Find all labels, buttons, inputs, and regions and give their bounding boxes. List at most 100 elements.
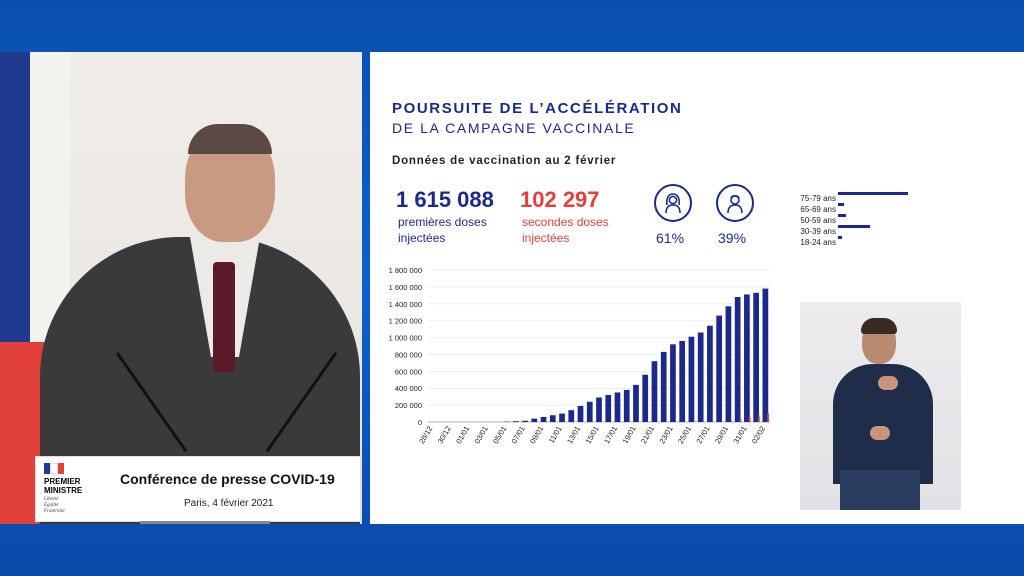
age-group-labels: 75-79 ans 65-69 ans 50-59 ans 30-39 ans … (788, 193, 836, 248)
bar-first-doses (651, 361, 658, 422)
y-tick-label: 1 400 000 (389, 300, 422, 309)
bar-first-doses (707, 325, 713, 422)
bar-second-doses (730, 420, 733, 422)
men-percentage: 39% (718, 230, 747, 246)
premier-ministre-logo: PREMIER MINISTRE Liberté Égalité Fratern… (44, 463, 100, 515)
speaker-video-panel: PREMIER MINISTRE Liberté Égalité Fratern… (0, 52, 362, 524)
bar-first-doses (734, 297, 741, 422)
first-doses-count: 1 615 088 (396, 187, 494, 212)
x-tick-label: 15/01 (584, 425, 601, 446)
age-label: 30-39 ans (800, 227, 836, 236)
bar-first-doses (623, 389, 630, 422)
speaker-tie (213, 262, 235, 372)
age-bar (838, 192, 908, 195)
x-tick-label: 25/01 (676, 425, 693, 446)
x-tick-label: 01/01 (454, 425, 471, 446)
bar-first-doses (744, 294, 750, 422)
bar-first-doses (614, 392, 621, 422)
bar-first-doses (679, 340, 686, 422)
sign-language-interpreter-panel (800, 302, 961, 510)
slide-title-line-2: DE LA CAMPAGNE VACCINALE (392, 120, 636, 136)
x-tick-label: 28/12 (417, 425, 434, 446)
age-bar (838, 203, 844, 206)
bar-first-doses (596, 397, 602, 422)
tricolor-mark-icon (44, 463, 64, 474)
x-tick-label: 21/01 (639, 425, 656, 446)
logo-motto-1: Liberté (44, 497, 59, 502)
x-tick-label: 05/01 (491, 425, 508, 446)
logo-text-1: PREMIER (44, 477, 81, 486)
age-bar (838, 225, 870, 228)
interpreter-hand (870, 426, 890, 440)
y-tick-label: 0 (418, 418, 422, 427)
bar-first-doses (642, 374, 649, 422)
x-tick-label: 30/12 (436, 425, 453, 446)
bar-first-doses (559, 413, 565, 422)
bar-first-doses (697, 332, 704, 422)
x-tick-label: 07/01 (510, 425, 527, 446)
x-tick-label: 31/01 (731, 425, 748, 446)
bar-first-doses (522, 420, 528, 422)
bar-first-doses (725, 306, 732, 422)
bar-first-doses (568, 410, 575, 422)
x-tick-label: 02/02 (750, 425, 767, 446)
second-doses-count: 102 297 (520, 187, 600, 212)
interpreter-jeans (840, 470, 920, 510)
logo-motto-2: Égalité (44, 503, 59, 508)
bar-first-doses (605, 394, 612, 422)
y-tick-label: 600 000 (395, 367, 422, 376)
woman-icon (654, 184, 692, 222)
bar-first-doses (762, 288, 769, 422)
bar-first-doses (540, 416, 547, 422)
podium-sign: PREMIER MINISTRE Liberté Égalité Fratern… (36, 457, 360, 521)
x-tick-label: 09/01 (528, 425, 545, 446)
bar-first-doses (531, 418, 538, 422)
first-doses-label: premières doses injectées (398, 215, 487, 245)
bar-second-doses (758, 415, 760, 422)
slide-title-line-1: POURSUITE DE L’ACCÉLÉRATION (392, 100, 683, 117)
y-tick-label: 400 000 (395, 384, 422, 393)
y-tick-label: 1 000 000 (389, 334, 422, 343)
vaccination-bar-chart: 0 200 000 400 000 600 000 800 000 1 000 000 1 … (389, 266, 770, 446)
y-tick-label: 800 000 (395, 350, 422, 359)
second-doses-label: secondes doses injectées (522, 215, 609, 245)
bar-first-doses (753, 292, 760, 422)
bar-first-doses (660, 351, 667, 422)
interpreter-hair (861, 318, 897, 334)
y-tick-label: 1 800 000 (389, 266, 422, 275)
y-tick-label: 1 600 000 (389, 283, 422, 292)
speaker-hair (188, 124, 272, 154)
age-group-bars (838, 192, 908, 239)
x-tick-label: 17/01 (602, 425, 619, 446)
age-label: 65-69 ans (800, 205, 836, 214)
logo-motto-3: Fraternité (44, 509, 65, 514)
bar-second-doses (739, 418, 742, 422)
x-tick-label: 19/01 (621, 425, 638, 446)
age-bar (838, 214, 847, 217)
bar-first-doses (549, 415, 556, 422)
women-percentage: 61% (656, 230, 685, 246)
age-label: 18-24 ans (800, 238, 836, 247)
age-label: 50-59 ans (800, 216, 836, 225)
x-tick-label: 03/01 (473, 425, 490, 446)
x-tick-label: 11/01 (547, 425, 564, 445)
conference-title: Conférence de presse COVID-19 (120, 471, 335, 487)
man-icon (716, 184, 754, 222)
x-tick-label: 27/01 (694, 425, 711, 446)
bar-first-doses (716, 315, 723, 422)
y-tick-label: 1 200 000 (389, 317, 422, 326)
bar-second-doses (767, 413, 770, 422)
bar-first-doses (577, 405, 584, 422)
bar-first-doses (586, 401, 593, 422)
bar-first-doses (688, 336, 695, 422)
bar-second-doses (748, 416, 751, 422)
x-tick-label: 23/01 (657, 425, 674, 446)
logo-text-2: MINISTRE (44, 486, 83, 495)
y-tick-label: 200 000 (395, 401, 422, 410)
bar-first-doses (512, 421, 519, 422)
interpreter-hand (878, 376, 898, 390)
x-tick-label: 13/01 (565, 425, 582, 446)
age-label: 75-79 ans (800, 194, 836, 203)
age-bar (838, 236, 842, 239)
bar-first-doses (670, 344, 676, 422)
